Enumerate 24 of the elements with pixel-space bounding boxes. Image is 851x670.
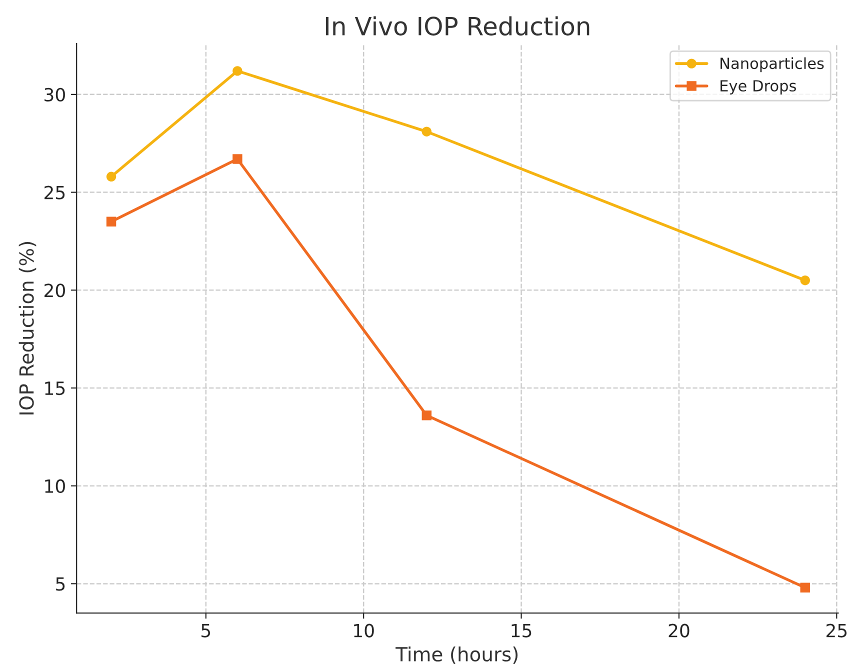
- x-axis-title: Time (hours): [396, 646, 518, 664]
- x-tick-label: 25: [826, 624, 847, 638]
- point: [800, 275, 810, 286]
- point: [106, 216, 116, 227]
- point: [422, 126, 432, 136]
- legend-label: Eye Drops: [720, 80, 796, 95]
- y-tick-label: 30: [44, 88, 65, 102]
- y-axis-title: IOP Reduction (%): [18, 242, 36, 414]
- chart-title: In Vivo IOP Reduction: [326, 16, 590, 36]
- point: [106, 172, 116, 182]
- x-tick-label: 10: [354, 624, 374, 638]
- y-tick-label: 25: [44, 186, 65, 200]
- y-tick-label: 5: [56, 577, 65, 591]
- point: [422, 410, 432, 420]
- y-tick-label: 10: [45, 479, 65, 493]
- x-tick-label: 15: [512, 624, 532, 638]
- y-tick-label: 15: [45, 382, 65, 396]
- point: [232, 154, 242, 164]
- x-tick-label: 20: [668, 624, 690, 638]
- point: [800, 582, 810, 592]
- point: [232, 66, 242, 76]
- legend-label: Nanoparticles: [720, 57, 824, 72]
- x-tick-label: 5: [202, 624, 210, 638]
- y-tick-label: 20: [44, 284, 65, 298]
